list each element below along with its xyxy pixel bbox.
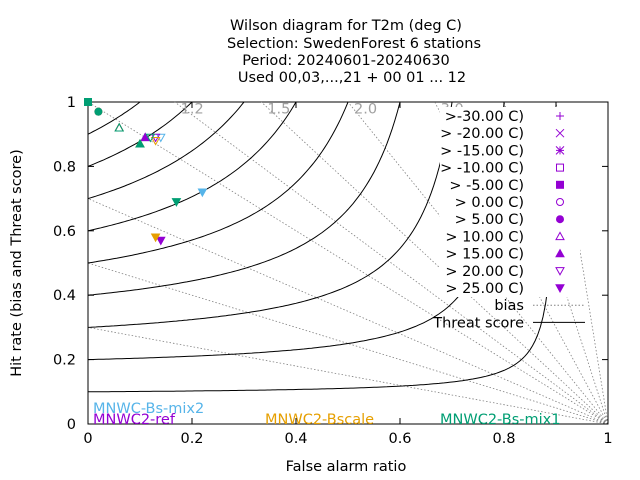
- threat-score-isoline: [87, 101, 401, 296]
- x-tick-label: 1: [603, 431, 612, 447]
- legend-threshold-label: > 5.00 C): [455, 212, 524, 228]
- x-tick-label: 0: [83, 431, 92, 447]
- legend-threshold-label: > 10.00 C): [445, 229, 524, 245]
- legend-threshold-marker: [556, 163, 564, 172]
- data-point: [135, 138, 145, 148]
- legend-threshold-label: > 25.00 C): [445, 281, 524, 297]
- legend-threshold-label: > 20.00 C): [445, 264, 524, 280]
- legend-threshold-label: > 15.00 C): [445, 247, 524, 263]
- legend-threshold-label: > -10.00 C): [440, 161, 524, 177]
- y-tick-label: 0.4: [53, 288, 76, 304]
- legend-threshold-label: >-30.00 C): [445, 109, 524, 125]
- legend-threshold-marker: [556, 198, 564, 206]
- legend-threshold-marker: [556, 112, 564, 120]
- legend-threshold-marker: [556, 215, 564, 224]
- threat-score-isoline: [87, 102, 505, 361]
- data-point: [140, 132, 151, 142]
- legend-threshold-marker: [555, 231, 565, 241]
- axis-ticks: 00 0.2 0.2 0.4 0.4 0.6 0.6 0.8 0.8 1 1: [53, 95, 613, 447]
- chart-title: Wilson diagram for T2m (deg C): [230, 18, 462, 34]
- legend-threshold-label: > 0.00 C): [455, 195, 524, 211]
- bias-isoline: [87, 327, 609, 425]
- bias-isoline-labels: 1.21.52.03.0: [181, 101, 464, 117]
- bias-label: 1.2: [181, 101, 204, 117]
- x-axis-label: False alarm ratio: [286, 459, 407, 475]
- data-point: [150, 136, 161, 146]
- threat-score-isoline: [87, 102, 453, 328]
- data-point: [145, 133, 156, 143]
- chart-subtitle-used: Used 00,03,...,21 + 00 01 ... 12: [238, 70, 466, 86]
- series-label: MNWC-Bs-mix2: [93, 401, 204, 417]
- data-point: [114, 122, 125, 132]
- chart-subtitle-period: Period: 20240601-20240630: [242, 53, 450, 69]
- legend-threshold-label: > -20.00 C): [440, 126, 524, 142]
- y-axis-label: Hit rate (bias and Threat score): [9, 149, 25, 377]
- y-tick-label: 0.8: [53, 159, 76, 175]
- chart-header: Wilson diagram for T2m (deg C) Selection…: [227, 18, 481, 86]
- bias-isoline: [87, 101, 609, 425]
- series-label: MNWC2-Bs-mix1: [440, 412, 560, 428]
- data-point: [155, 236, 166, 246]
- threshold-legend: >-30.00 C)> -20.00 C)> -15.00 C) > -10.00…: [432, 107, 585, 331]
- legend-threshold-marker: [555, 146, 565, 155]
- data-point: [84, 98, 92, 106]
- threat-score-isoline: [87, 101, 245, 200]
- data-point: [171, 198, 182, 207]
- legend-threshold-marker: [555, 267, 565, 276]
- threat-score-isoline: [87, 101, 141, 135]
- legend-threshold-marker: [556, 180, 564, 189]
- threat-score-isoline: [88, 102, 557, 393]
- threat-score-isolines: [87, 101, 557, 393]
- data-point: [114, 122, 125, 132]
- bias-label: 2.0: [354, 101, 377, 117]
- legend-line-label: Threat score: [432, 315, 524, 331]
- data-point: [114, 122, 125, 132]
- legend-threshold-label: > -5.00 C): [449, 178, 524, 194]
- bias-label: 1.5: [267, 101, 290, 117]
- data-point: [150, 233, 161, 243]
- y-tick-label: 1: [67, 95, 76, 111]
- threat-score-isoline: [87, 101, 349, 264]
- series-label: MNWC2-ref: [93, 412, 176, 428]
- data-points: [84, 98, 208, 246]
- y-tick-label: 0.2: [53, 353, 76, 369]
- x-tick-label: 0.2: [180, 431, 203, 447]
- x-tick-label: 0.8: [492, 431, 515, 447]
- series-label: MNWC2-Bscale: [265, 412, 374, 428]
- y-tick-label: 0: [67, 417, 76, 433]
- chart-subtitle-selection: Selection: SwedenForest 6 stations: [227, 36, 481, 52]
- legend-threshold-marker: [555, 248, 565, 258]
- legend-threshold-marker: [555, 128, 565, 138]
- x-tick-label: 0.6: [388, 431, 411, 447]
- data-point: [197, 188, 208, 198]
- bias-isoline: [174, 101, 609, 425]
- data-point: [114, 122, 125, 132]
- legend-threshold-label: > -15.00 C): [440, 143, 524, 159]
- legend-line-label: bias: [494, 298, 524, 314]
- legend-threshold-marker: [555, 284, 565, 294]
- threat-score-isoline: [87, 101, 297, 232]
- x-tick-label: 0.4: [284, 431, 307, 447]
- y-tick-label: 0.6: [53, 224, 76, 240]
- data-point: [94, 107, 103, 116]
